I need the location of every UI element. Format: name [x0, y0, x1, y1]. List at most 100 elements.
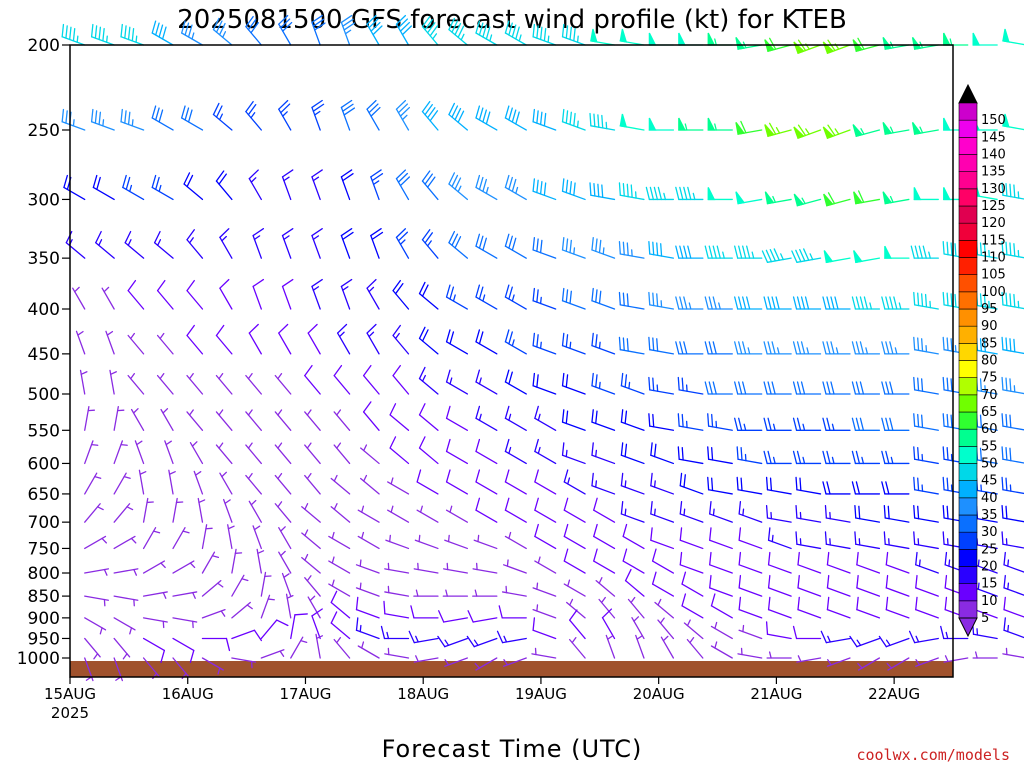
wind-barb [620, 472, 645, 495]
wind-barb [84, 472, 102, 495]
wind-barb [563, 548, 586, 574]
wind-barb [792, 450, 822, 465]
wind-barb [416, 505, 439, 523]
wind-barb [475, 369, 498, 395]
wind-barb [181, 105, 204, 131]
wind-barb [561, 332, 586, 355]
wind-barb [186, 279, 204, 310]
wind-barb [113, 568, 139, 576]
wind-barb [820, 630, 851, 644]
wind-barb [823, 250, 851, 264]
wind-barb [504, 284, 527, 310]
colorbar-label: 150 [981, 113, 1006, 128]
wind-barb [252, 525, 262, 550]
wind-barb [252, 278, 265, 310]
wind-barb [707, 446, 733, 465]
wind-barb [156, 332, 174, 355]
wind-barb [311, 608, 323, 640]
wind-barb [328, 556, 351, 574]
wind-barb [504, 233, 527, 259]
wind-barb [418, 281, 439, 310]
wind-barb [709, 527, 733, 550]
wind-barb [315, 633, 324, 659]
wind-barb [445, 438, 469, 465]
wind-barb [285, 593, 294, 619]
wind-barb [792, 625, 822, 640]
wind-barb [738, 574, 763, 597]
wind-barb [383, 600, 410, 619]
wind-barb [274, 373, 292, 395]
wind-barb [1001, 336, 1024, 355]
wind-barb [65, 230, 86, 259]
y-tick-label: 650 [28, 485, 60, 505]
wind-barb [822, 450, 851, 465]
wind-barb [853, 190, 881, 205]
wind-barb [792, 417, 822, 431]
wind-barb [219, 471, 233, 495]
wind-barb [260, 619, 289, 640]
wind-barb [911, 121, 939, 135]
wind-barb [591, 236, 616, 259]
wind-barb [1002, 647, 1024, 659]
wind-barb [164, 440, 174, 465]
wind-barb [120, 108, 145, 131]
wind-barb [822, 296, 851, 310]
wind-barb [355, 559, 380, 574]
y-tick-label: 600 [28, 454, 60, 474]
wind-barb [569, 637, 586, 659]
colorbar-swatch [958, 600, 978, 619]
wind-barb [532, 178, 557, 201]
wind-barb [231, 657, 257, 669]
wind-barb [248, 323, 262, 355]
wind-barb [120, 23, 145, 46]
wind-barb [620, 442, 645, 465]
wind-barb [707, 187, 733, 201]
wind-barb [475, 105, 498, 131]
wind-barb [84, 503, 104, 523]
wind-barb [650, 442, 675, 465]
wind-barb [878, 635, 910, 648]
wind-barb [340, 99, 356, 131]
wind-barb [881, 417, 910, 431]
colorbar-swatch [958, 257, 978, 275]
wind-barb [84, 637, 101, 660]
wind-barb [1003, 617, 1024, 639]
colorbar-label: 60 [981, 422, 998, 437]
wind-barb [851, 417, 881, 431]
wind-barb [245, 409, 262, 431]
wind-barb [186, 324, 204, 355]
wind-barb [563, 579, 586, 597]
x-tick-label: 17AUG [279, 685, 331, 703]
wind-barb [260, 571, 272, 597]
wind-barb [822, 124, 851, 140]
wind-barb [444, 657, 469, 667]
wind-barb [822, 341, 851, 355]
wind-barb [735, 36, 763, 50]
wind-barb [448, 230, 469, 259]
wind-barb [677, 376, 704, 395]
wind-barb [686, 637, 704, 659]
wind-barb [504, 20, 527, 46]
wind-barb [172, 560, 196, 574]
wind-barb [561, 178, 586, 201]
colorbar-swatch [958, 428, 978, 447]
wind-barb [466, 635, 498, 648]
wind-barb [913, 291, 939, 310]
wind-barb [172, 591, 198, 599]
wind-barb [503, 657, 527, 667]
wind-barb [278, 323, 292, 355]
wind-barb [792, 296, 822, 310]
wind-barb [885, 551, 910, 574]
wind-barb [245, 373, 262, 395]
x-year-label: 2025 [51, 704, 89, 722]
wind-barb [444, 534, 469, 550]
wind-barb [704, 296, 733, 310]
wind-barb [304, 442, 321, 465]
wind-barb [328, 531, 351, 550]
credit-text[interactable]: coolwx.com/models [856, 746, 1010, 764]
colorbar-swatch [958, 549, 978, 567]
wind-barb [445, 369, 469, 395]
colorbar-swatch [958, 205, 978, 224]
colorbar-label: 45 [981, 474, 998, 489]
wind-barb [201, 551, 220, 574]
